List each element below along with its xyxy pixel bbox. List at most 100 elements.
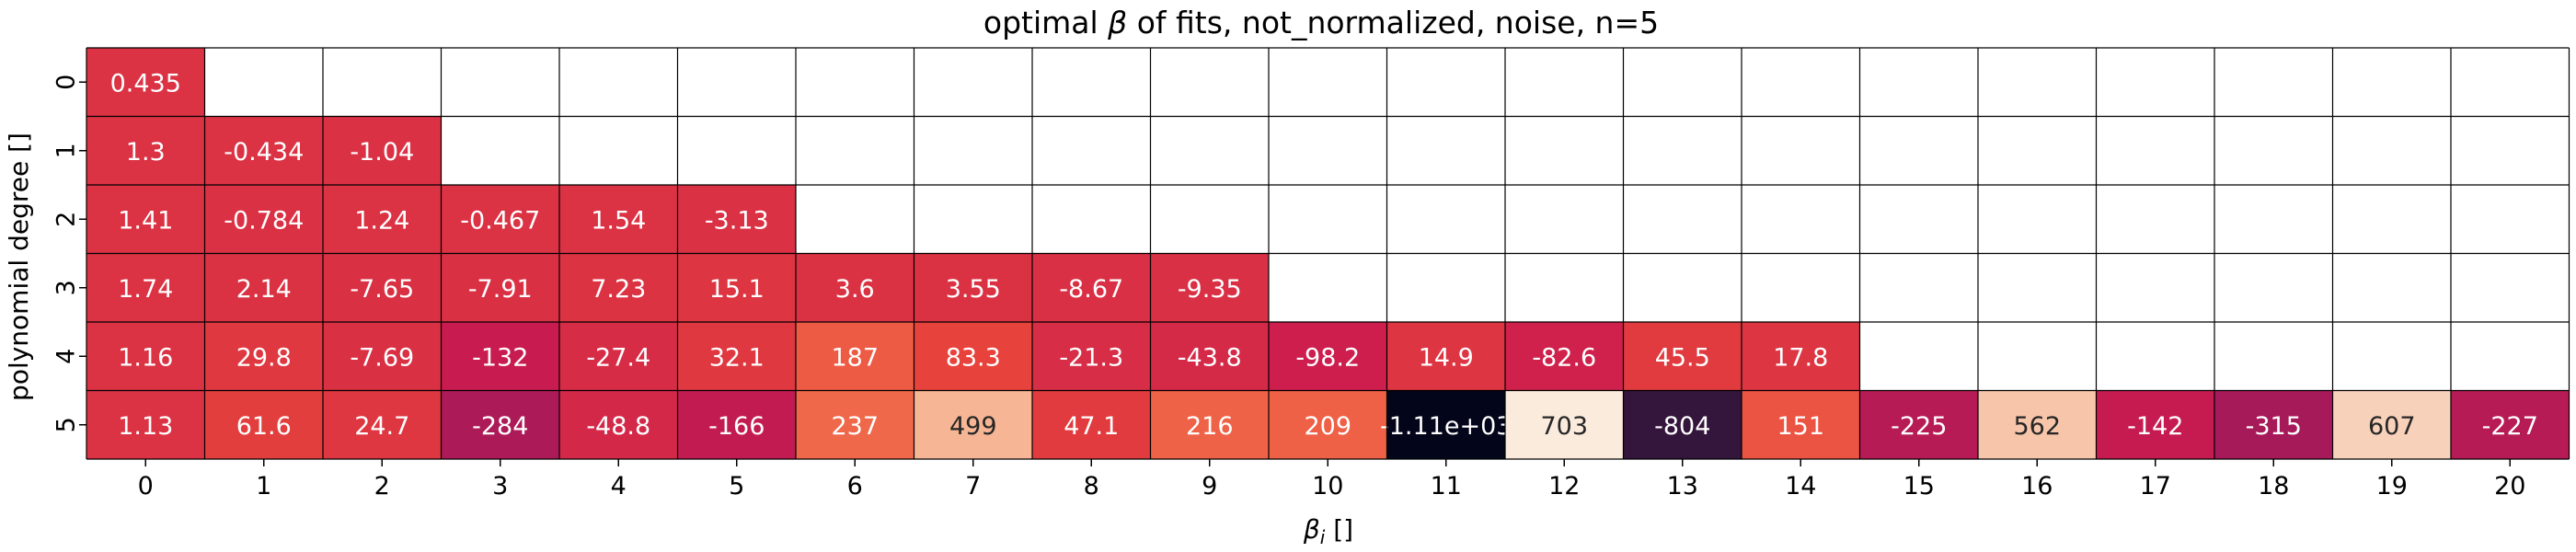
x-tick-label: 17 bbox=[2140, 472, 2171, 500]
grid-lines bbox=[79, 47, 2570, 466]
x-axis-label: βi [] bbox=[1303, 514, 1353, 548]
heatmap-cell bbox=[1505, 322, 1624, 391]
cell-label: -7.91 bbox=[468, 275, 533, 304]
cell-label: -225 bbox=[1891, 412, 1947, 441]
heatmap-cell bbox=[914, 253, 1032, 322]
cell-label: 29.8 bbox=[236, 343, 292, 372]
cell-label: 61.6 bbox=[236, 412, 292, 441]
heatmap-cell bbox=[2096, 390, 2214, 459]
x-tick-label: 16 bbox=[2021, 472, 2053, 500]
heatmap-cell bbox=[677, 253, 796, 322]
heatmap-cell bbox=[1505, 390, 1624, 459]
cell-label: 3.55 bbox=[946, 275, 1001, 304]
heatmap-cell bbox=[559, 253, 678, 322]
heatmap-cell bbox=[1742, 322, 1860, 391]
heatmap-cell bbox=[441, 185, 559, 254]
heatmap-cell bbox=[677, 322, 796, 391]
y-tick-label: 5 bbox=[52, 417, 81, 432]
x-tick-label: 9 bbox=[1202, 472, 1217, 500]
cell-label: -3.13 bbox=[705, 206, 769, 235]
cell-label: -0.434 bbox=[224, 138, 304, 167]
heatmap-cell bbox=[441, 253, 559, 322]
cell-label: 1.24 bbox=[354, 206, 409, 235]
cell-label: -43.8 bbox=[1178, 343, 1242, 372]
heatmap-cell bbox=[1269, 390, 1387, 459]
heatmap-cell bbox=[2214, 390, 2333, 459]
cell-label: 7.23 bbox=[591, 275, 646, 304]
cell-label: -7.65 bbox=[350, 275, 414, 304]
cell-label: -8.67 bbox=[1059, 275, 1123, 304]
cell-label: 562 bbox=[2013, 412, 2061, 441]
x-tick-label: 13 bbox=[1667, 472, 1698, 500]
cell-label: 607 bbox=[2368, 412, 2416, 441]
heatmap-cell bbox=[559, 185, 678, 254]
heatmap-cell bbox=[323, 390, 442, 459]
x-tick-label: 15 bbox=[1903, 472, 1935, 500]
cell-label: 1.41 bbox=[118, 206, 173, 235]
cell-label: -27.4 bbox=[586, 343, 650, 372]
heatmap-cell bbox=[323, 253, 442, 322]
heatmap-cell bbox=[1978, 390, 2097, 459]
heatmap-cell bbox=[559, 390, 678, 459]
heatmap-cell bbox=[1623, 390, 1742, 459]
cell-label: 187 bbox=[831, 343, 879, 372]
x-tick-label: 1 bbox=[256, 472, 271, 500]
y-tick-label: 3 bbox=[52, 280, 81, 295]
cell-label: 1.54 bbox=[591, 206, 646, 235]
cell-label: -142 bbox=[2127, 412, 2183, 441]
x-tick-label: 7 bbox=[965, 472, 981, 500]
x-tick-label: 4 bbox=[611, 472, 627, 500]
cell-label: 2.14 bbox=[236, 275, 292, 304]
x-tick-label: 2 bbox=[374, 472, 390, 500]
cell-label: 83.3 bbox=[946, 343, 1001, 372]
heatmap-cell bbox=[204, 185, 323, 254]
cell-label: 499 bbox=[949, 412, 997, 441]
heatmap-cell bbox=[1386, 322, 1505, 391]
heatmap-cell bbox=[1032, 253, 1151, 322]
heatmap-cell bbox=[323, 185, 442, 254]
cell-label: -0.467 bbox=[460, 206, 540, 235]
x-tick-label: 0 bbox=[138, 472, 154, 500]
heatmap-cell bbox=[559, 322, 678, 391]
cell-label: 703 bbox=[1540, 412, 1588, 441]
cell-label: -9.35 bbox=[1178, 275, 1242, 304]
cell-label: 1.16 bbox=[118, 343, 173, 372]
cell-label: 151 bbox=[1777, 412, 1824, 441]
heatmap-cell bbox=[323, 322, 442, 391]
heatmap-cell bbox=[441, 322, 559, 391]
cell-label: -7.69 bbox=[350, 343, 414, 372]
x-tick-label: 10 bbox=[1312, 472, 1343, 500]
cell-label: 209 bbox=[1304, 412, 1351, 441]
y-tick-label: 1 bbox=[52, 143, 81, 158]
cell-label: -0.784 bbox=[224, 206, 304, 235]
x-tick-label: 3 bbox=[492, 472, 508, 500]
cell-label: -315 bbox=[2246, 412, 2302, 441]
heatmap-cell bbox=[441, 390, 559, 459]
cell-label: 1.74 bbox=[118, 275, 173, 304]
cell-label: 216 bbox=[1186, 412, 1234, 441]
x-tick-label: 20 bbox=[2494, 472, 2525, 500]
cell-label: -227 bbox=[2482, 412, 2538, 441]
cell-label: -804 bbox=[1654, 412, 1710, 441]
heatmap-cell bbox=[1150, 390, 1269, 459]
y-tick-label: 4 bbox=[52, 349, 81, 364]
heatmap-cell bbox=[1623, 322, 1742, 391]
x-tick-label: 11 bbox=[1431, 472, 1462, 500]
heatmap-cell bbox=[204, 116, 323, 185]
heatmap-cell bbox=[86, 253, 205, 322]
x-tick-label: 14 bbox=[1785, 472, 1816, 500]
x-tick-label: 8 bbox=[1084, 472, 1099, 500]
cell-label: -82.6 bbox=[1532, 343, 1596, 372]
chart-title: optimal β of fits, not_normalized, noise… bbox=[983, 5, 1659, 40]
cell-label: 3.6 bbox=[835, 275, 875, 304]
heatmap-cell bbox=[204, 253, 323, 322]
cell-label: 24.7 bbox=[354, 412, 409, 441]
cell-label: -284 bbox=[472, 412, 528, 441]
heatmap-cell bbox=[86, 322, 205, 391]
heatmap-cell bbox=[1269, 322, 1387, 391]
cell-label: 17.8 bbox=[1773, 343, 1828, 372]
heatmap-cell bbox=[677, 390, 796, 459]
y-axis-ticks: 0 1 2 3 4 5 bbox=[52, 75, 81, 433]
y-tick-label: 0 bbox=[52, 75, 81, 90]
